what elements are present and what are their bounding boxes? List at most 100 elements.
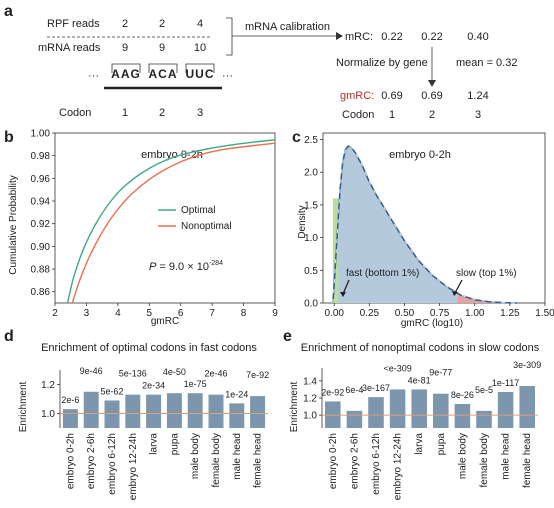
b-x-tick-label: 9 xyxy=(272,308,278,319)
c-y-tick-label: 2.0 xyxy=(304,168,318,179)
fast-arrow xyxy=(342,279,350,295)
bar-annotation: 1e-75 xyxy=(184,379,207,389)
bar-category-label: female head xyxy=(253,433,264,488)
b-x-tick-label: 4 xyxy=(115,308,121,319)
p-value-symbol: P xyxy=(149,261,157,273)
b-y-tick-label: 0.90 xyxy=(31,242,51,253)
c-y-tick-label: 2.5 xyxy=(304,135,318,146)
codon-seq-3: UUC xyxy=(186,67,215,81)
bar-category-label: embryo 12-24h xyxy=(393,433,404,500)
bar-category-label: male body xyxy=(190,433,201,479)
bar-category-label: embryo 2-6h xyxy=(86,433,97,489)
bar-annotation: 4e-81 xyxy=(408,375,431,385)
panel-b-x-ticks: 2 3 4 5 6 7 8 9 xyxy=(52,303,278,319)
b-y-tick-label: 1.00 xyxy=(31,129,51,140)
panel-c-density xyxy=(332,145,517,304)
bar-category-label: embryo 2-6h xyxy=(349,433,360,489)
bar-annotation: 9e-46 xyxy=(80,366,103,376)
mrna-value-2: 9 xyxy=(159,42,165,54)
panel-c-title: embryo 0-2h xyxy=(389,149,451,161)
b-x-tick-label: 5 xyxy=(147,308,153,319)
panel-b-frame xyxy=(54,132,276,304)
panel-c-label: c xyxy=(292,129,301,146)
c-y-tick-label: 1.0 xyxy=(304,233,318,244)
bar xyxy=(454,404,471,428)
bar xyxy=(346,410,363,428)
panel-c-x-ticks: 0.00 0.25 0.50 0.75 1.00 1.25 1.50 xyxy=(325,303,554,319)
calibration-label: mRNA calibration xyxy=(245,21,330,33)
codon-seq-1: AAG xyxy=(111,67,141,81)
bar xyxy=(368,397,384,428)
c-x-tick-label: 1.25 xyxy=(500,308,520,319)
mrc-label: mRC: xyxy=(345,31,373,43)
bar-annotation: 2e-92 xyxy=(321,387,344,397)
fast-label: fast (bottom 1%) xyxy=(346,268,419,279)
bar-y-tick-label: 1.2 xyxy=(41,380,55,391)
panel-d: d Enrichment of optimal codons in fast c… xyxy=(4,328,269,500)
mrc-value-3: 0.40 xyxy=(467,31,488,43)
p-value-text: = 9.0 × 10 xyxy=(156,261,209,273)
bar-annotation: 6e-4 xyxy=(345,385,363,395)
bar-category-label: larva xyxy=(149,433,160,455)
cdf-line-nonoptimal xyxy=(71,142,276,304)
codon-number-1: 1 xyxy=(122,107,128,119)
ellipsis-left: ··· xyxy=(88,70,99,82)
b-x-tick-label: 7 xyxy=(209,308,215,319)
panel-e-ylabel: Enrichment xyxy=(289,381,300,432)
bar-y-tick-label: 1.2 xyxy=(303,394,317,405)
mrna-value-3: 10 xyxy=(194,42,206,54)
panel-b-series xyxy=(66,139,276,304)
cdf-line-optimal xyxy=(66,139,276,304)
b-y-tick-label: 0.88 xyxy=(31,265,51,276)
gmrc-value-2: 0.69 xyxy=(421,90,442,102)
bar xyxy=(62,409,78,428)
density-line xyxy=(332,145,517,304)
panel-b-title: embryo 0-2h xyxy=(141,149,203,161)
b-y-tick-label: 0.98 xyxy=(31,151,51,162)
bar-category-label: male head xyxy=(501,433,512,480)
bar-annotation: 5e-136 xyxy=(119,369,147,379)
bar xyxy=(146,394,162,428)
p-value: P = 9.0 × 10-284 xyxy=(149,260,223,273)
bar-y-tick-label: 1.0 xyxy=(303,411,317,422)
bar-category-label: embryo 6-12h xyxy=(107,433,118,495)
bar-annotation: 1e-24 xyxy=(225,389,248,399)
b-x-tick-label: 3 xyxy=(84,308,90,319)
codon-box-3 xyxy=(185,63,215,73)
panel-c-y-ticks: 0.0 0.5 1.0 1.5 2.0 2.5 xyxy=(304,135,323,310)
panel-b-label: b xyxy=(4,129,14,146)
bar xyxy=(125,394,141,428)
b-x-tick-label: 6 xyxy=(178,308,184,319)
gmrc-label: gmRC: xyxy=(340,90,374,102)
b-x-tick-label: 8 xyxy=(241,308,247,319)
bar-y-tick-label: 1.4 xyxy=(303,376,317,387)
bar xyxy=(411,389,427,428)
bar-annotation: 9e-77 xyxy=(429,368,452,378)
c-y-tick-label: 0.0 xyxy=(304,299,318,310)
bar xyxy=(476,410,492,428)
bar-category-label: male body xyxy=(457,433,468,479)
bar-category-label: embryo 6-12h xyxy=(371,433,382,495)
bar xyxy=(433,393,449,428)
codon-number-right-1: 1 xyxy=(389,109,395,121)
bar xyxy=(187,393,203,428)
c-x-tick-label: 1.00 xyxy=(465,308,485,319)
c-y-tick-label: 1.5 xyxy=(304,200,318,211)
b-y-tick-label: 0.96 xyxy=(31,174,51,185)
panel-b-ylabel: Cumulative Probability xyxy=(8,175,19,275)
fast-arrow-head xyxy=(340,292,346,297)
mrna-value-1: 9 xyxy=(122,42,128,54)
bar-annotation: 5e-5 xyxy=(475,385,493,395)
panel-c-xlabel: gmRC (log10) xyxy=(401,318,463,329)
panel-b-xlabel: gmRC xyxy=(151,316,179,327)
ellipsis-right: ··· xyxy=(222,70,233,82)
bar xyxy=(83,391,99,428)
density-area xyxy=(332,146,517,303)
bar-category-label: embryo 0-2h xyxy=(328,433,339,489)
mean-label: mean = 0.32 xyxy=(456,57,517,69)
codon-box-1 xyxy=(111,63,141,73)
b-y-tick-label: 0.86 xyxy=(31,287,51,298)
slow-arrow-head xyxy=(452,291,458,296)
p-value-exponent: -284 xyxy=(209,260,223,267)
rpf-value-2: 2 xyxy=(159,18,165,30)
